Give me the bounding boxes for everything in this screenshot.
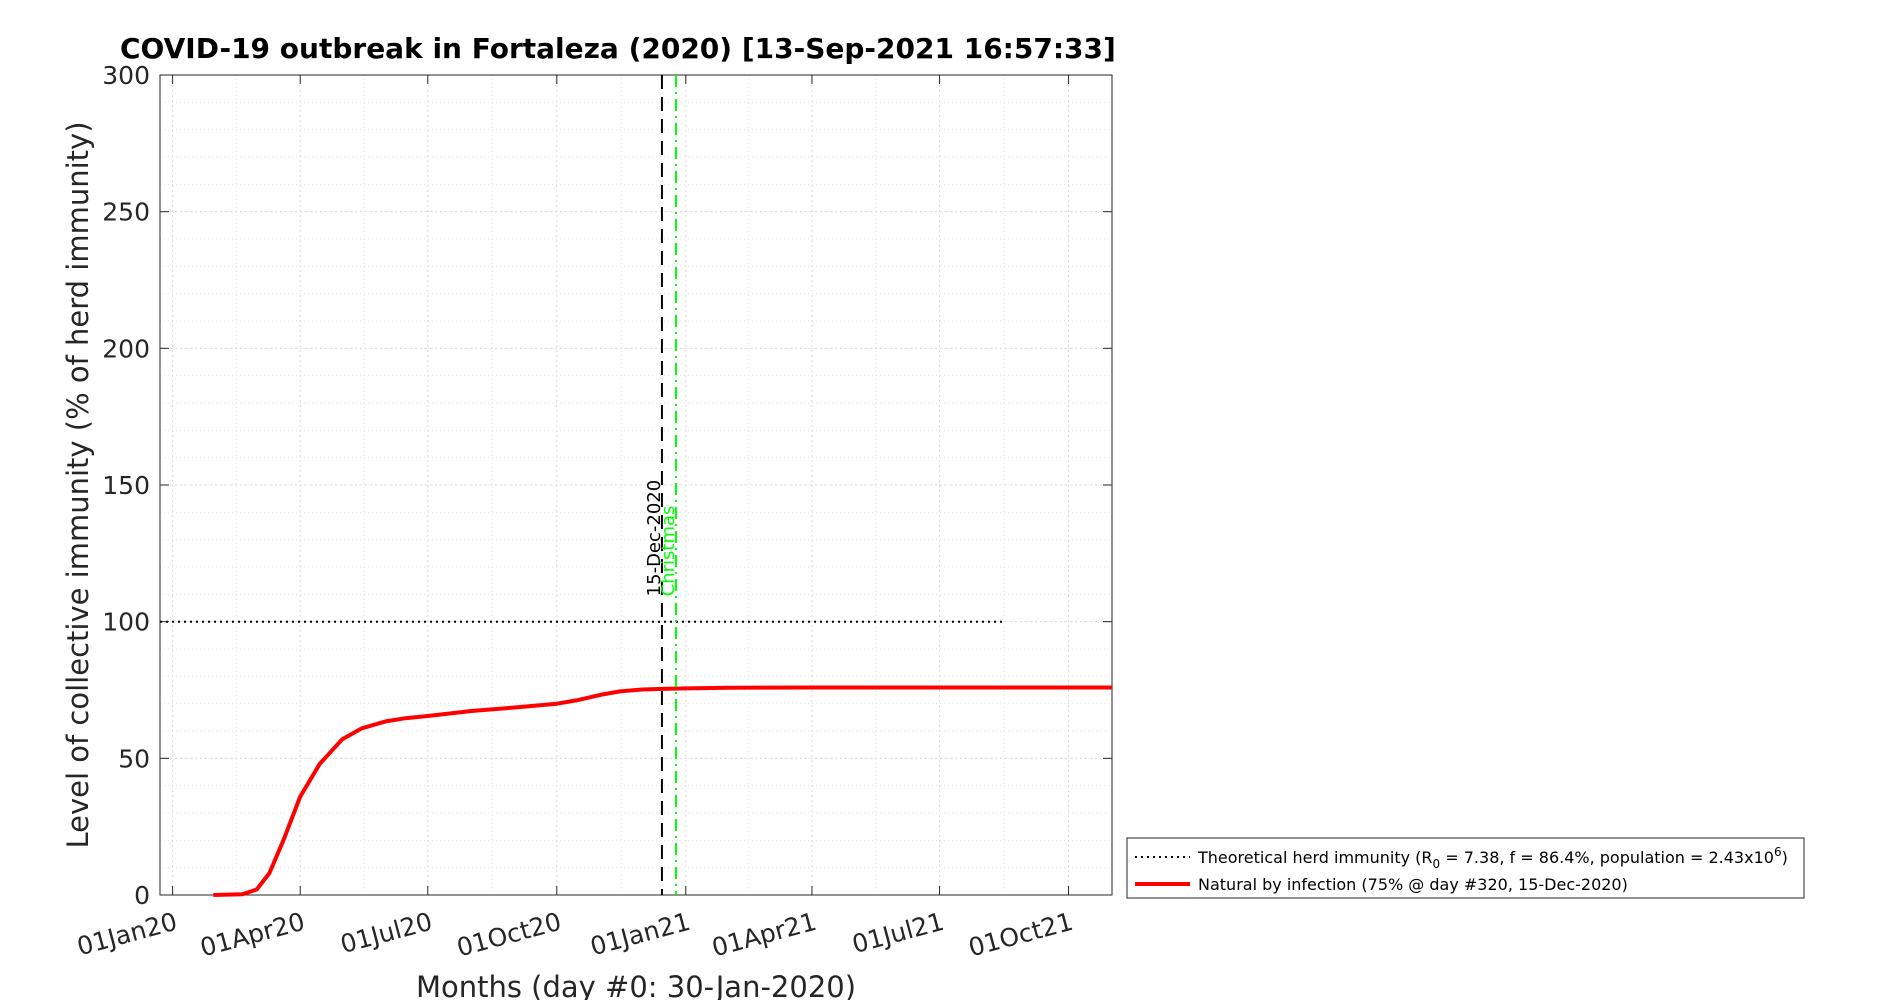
y-axis-label: Level of collective immunity (% of herd …: [61, 121, 95, 848]
legend-herd-part: Theoretical herd immunity (R: [1197, 848, 1433, 867]
x-tick-label: 01Jul20: [337, 907, 435, 959]
legend-entry-natural: Natural by infection (75% @ day #320, 15…: [1198, 875, 1628, 894]
vline-label-15-dec-2020: 15-Dec-2020: [644, 480, 665, 597]
legend-herd-part: ): [1782, 848, 1788, 867]
legend-herd-part: = 7.38, f = 86.4%, population = 2.43x10: [1440, 848, 1774, 867]
y-tick-label: 250: [102, 198, 150, 227]
y-axis: 0 50 100 150 200 250 300: [102, 61, 1112, 910]
chart-title: COVID-19 outbreak in Fortaleza (2020) [1…: [120, 32, 1116, 65]
x-axis-label: Months (day #0: 30-Jan-2020): [416, 970, 856, 1000]
vline-label-christmas: Christmas: [658, 506, 679, 597]
x-tick-label: 01Jul21: [849, 907, 947, 959]
y-tick-label: 150: [102, 471, 150, 500]
y-tick-label: 0: [134, 881, 150, 910]
x-tick-label: 01Apr20: [197, 907, 308, 963]
x-tick-label: 01Oct21: [965, 907, 1076, 963]
y-tick-label: 300: [102, 61, 150, 90]
series-natural-infection-line: [213, 685, 1112, 897]
legend-herd-subscript: 0: [1433, 857, 1441, 871]
x-tick-label: 01Jan21: [587, 907, 693, 961]
legend: Theoretical herd immunity (R0 = 7.38, f …: [1126, 837, 1805, 899]
legend-herd-superscript: 6: [1774, 845, 1782, 859]
legend-box: [1126, 837, 1805, 899]
y-tick-label: 100: [102, 608, 150, 637]
legend-entry-herd: Theoretical herd immunity (R0 = 7.38, f …: [1197, 845, 1788, 871]
series-layer: [160, 620, 1112, 897]
y-tick-label: 50: [118, 744, 150, 773]
x-tick-label: 01Apr21: [709, 907, 820, 963]
x-tick-label: 01Oct20: [454, 907, 565, 963]
y-tick-label: 200: [102, 334, 150, 363]
x-tick-label: 01Jan20: [74, 907, 180, 961]
